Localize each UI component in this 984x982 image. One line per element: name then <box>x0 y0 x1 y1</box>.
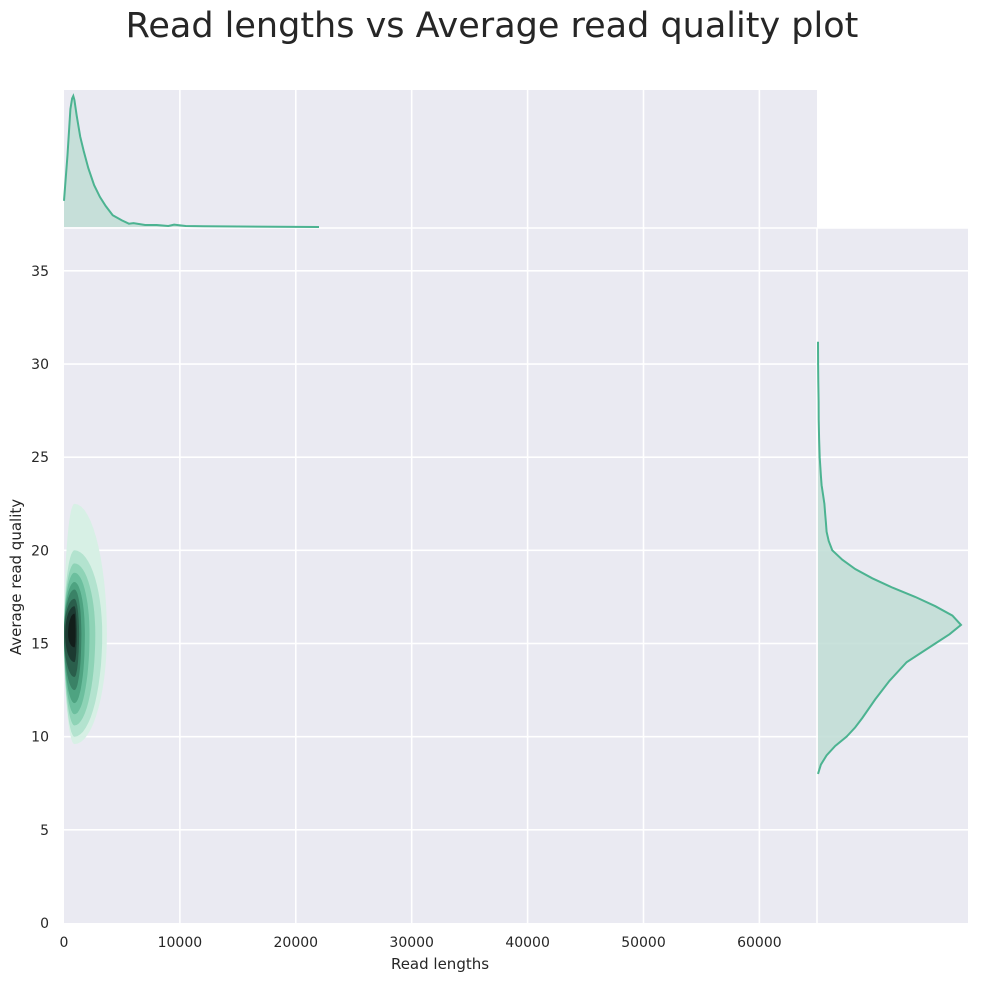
y-tick-label: 0 <box>40 916 49 932</box>
y-tick-label: 5 <box>40 823 49 839</box>
y-tick-label: 10 <box>31 730 49 746</box>
top-marginal-background <box>64 90 817 228</box>
grid-lines <box>64 90 968 923</box>
x-tick-label: 0 <box>60 935 69 951</box>
y-tick-labels: 0 5 10 15 20 25 30 35 <box>31 264 49 932</box>
marginal-x-line <box>63 93 320 228</box>
x-tick-label: 20000 <box>274 935 319 951</box>
y-axis-label: Average read quality <box>7 499 25 655</box>
x-tick-label: 60000 <box>737 935 782 951</box>
top-marginal-density <box>63 93 320 228</box>
marginal-y-line <box>817 341 963 775</box>
y-tick-label: 25 <box>31 450 49 466</box>
x-axis-label: Read lengths <box>391 955 489 973</box>
x-tick-label: 10000 <box>158 935 203 951</box>
right-marginal-density <box>817 341 963 775</box>
y-tick-label: 35 <box>31 264 49 280</box>
marginal-y-fill <box>818 341 961 774</box>
joint-plot-background <box>64 228 817 923</box>
x-tick-label: 40000 <box>505 935 550 951</box>
marginal-x-fill <box>64 96 319 227</box>
y-tick-label: 15 <box>31 637 49 653</box>
chart-title: Read lengths vs Average read quality plo… <box>126 6 859 46</box>
density-contour <box>68 613 76 648</box>
y-tick-label: 30 <box>31 357 49 373</box>
x-tick-labels: 0 10000 20000 30000 40000 50000 60000 <box>60 935 782 951</box>
joint-density-contours <box>64 503 107 745</box>
y-tick-label: 20 <box>31 543 49 559</box>
x-tick-label: 50000 <box>621 935 666 951</box>
x-tick-label: 30000 <box>389 935 434 951</box>
